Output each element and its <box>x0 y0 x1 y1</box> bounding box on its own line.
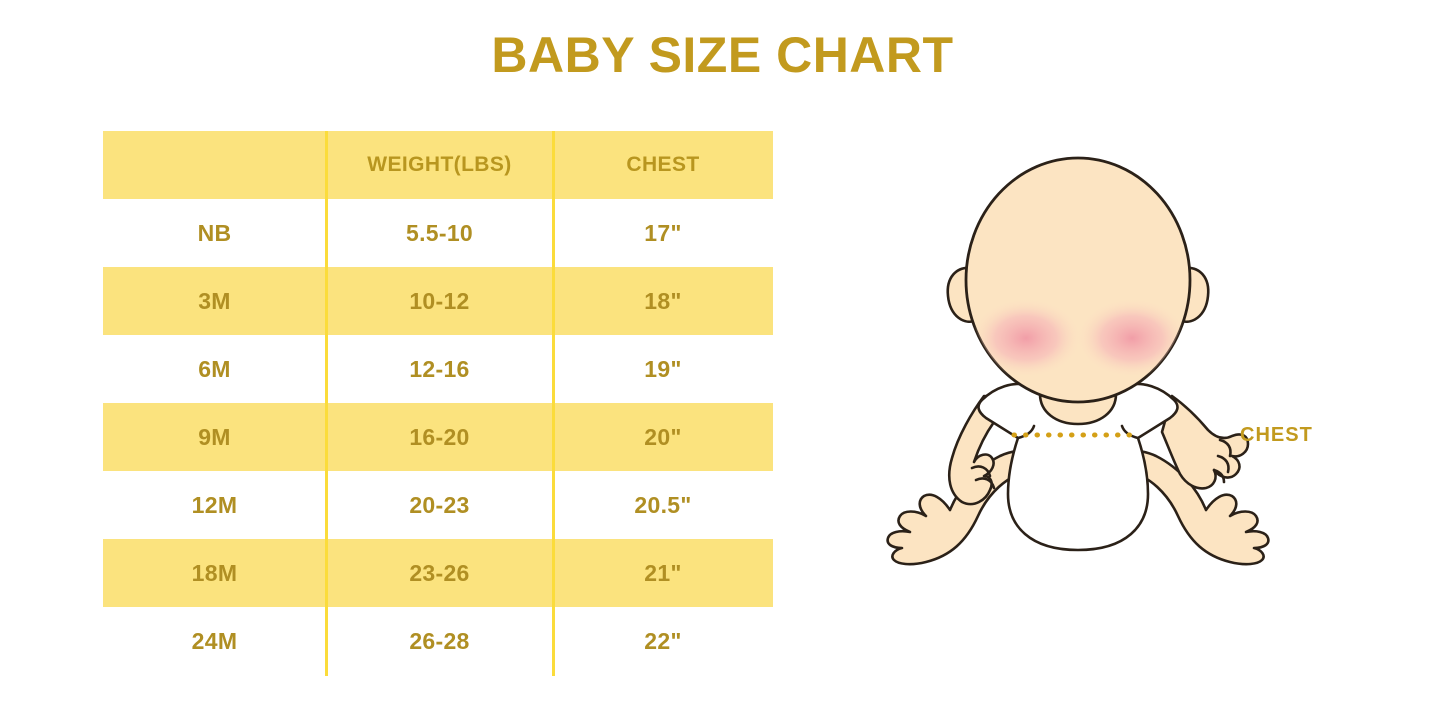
cell-chest: 19" <box>553 335 773 403</box>
baby-left-leg <box>886 449 1040 566</box>
cell-weight: 12-16 <box>326 335 553 403</box>
cheek-right <box>1076 298 1188 378</box>
baby-head <box>964 156 1192 404</box>
cell-weight: 16-20 <box>326 403 553 471</box>
column-divider-2 <box>552 131 555 676</box>
cell-weight: 10-12 <box>326 267 553 335</box>
cell-weight: 23-26 <box>326 539 553 607</box>
table-header: WEIGHT(LBS) CHEST <box>103 131 773 199</box>
table-row: NB 5.5-10 17" <box>103 199 773 267</box>
cheek-left <box>970 298 1082 378</box>
page-title: BABY SIZE CHART <box>491 27 954 83</box>
cell-size: 6M <box>103 335 326 403</box>
table-row: 3M 10-12 18" <box>103 267 773 335</box>
cell-chest: 20" <box>553 403 773 471</box>
cell-weight: 5.5-10 <box>326 199 553 267</box>
table-row: 18M 23-26 21" <box>103 539 773 607</box>
baby-right-leg <box>1116 449 1270 566</box>
cell-chest: 20.5" <box>553 471 773 539</box>
column-header-size <box>103 131 326 199</box>
table-body: NB 5.5-10 17" 3M 10-12 18" 6M 12-16 19" 9M 16-20 20… <box>103 199 773 675</box>
table-row: 24M 26-28 22" <box>103 607 773 675</box>
cell-size: 12M <box>103 471 326 539</box>
table-row: 12M 20-23 20.5" <box>103 471 773 539</box>
cell-chest: 21" <box>553 539 773 607</box>
table-row: 9M 16-20 20" <box>103 403 773 471</box>
cell-chest: 18" <box>553 267 773 335</box>
chest-measure-label: CHEST <box>1240 424 1313 446</box>
cell-size: 24M <box>103 607 326 675</box>
cell-weight: 26-28 <box>326 607 553 675</box>
cell-size: 3M <box>103 267 326 335</box>
column-header-weight: WEIGHT(LBS) <box>326 131 553 199</box>
cell-weight: 20-23 <box>326 471 553 539</box>
cell-chest: 17" <box>553 199 773 267</box>
cell-size: 18M <box>103 539 326 607</box>
table-row: 6M 12-16 19" <box>103 335 773 403</box>
cell-size: NB <box>103 199 326 267</box>
cell-size: 9M <box>103 403 326 471</box>
table-header-row: WEIGHT(LBS) CHEST <box>103 131 773 199</box>
size-chart-table: WEIGHT(LBS) CHEST NB 5.5-10 17" 3M 10-12 18" 6… <box>103 131 773 675</box>
column-header-chest: CHEST <box>553 131 773 199</box>
cell-chest: 22" <box>553 607 773 675</box>
baby-right-arm <box>1160 394 1250 490</box>
baby-left-arm <box>948 394 1018 506</box>
column-divider-1 <box>325 131 328 676</box>
baby-illustration <box>880 150 1300 610</box>
